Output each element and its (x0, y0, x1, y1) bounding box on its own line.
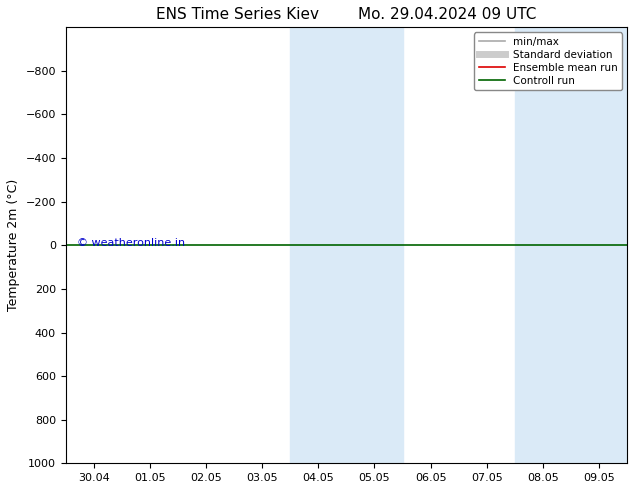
Text: © weatheronline.in: © weatheronline.in (77, 238, 185, 248)
Y-axis label: Temperature 2m (°C): Temperature 2m (°C) (7, 179, 20, 312)
Legend: min/max, Standard deviation, Ensemble mean run, Controll run: min/max, Standard deviation, Ensemble me… (474, 32, 622, 90)
Bar (515, 27, 571, 464)
Bar (571, 27, 627, 464)
Bar (290, 27, 346, 464)
Bar (346, 27, 403, 464)
Title: ENS Time Series Kiev        Mo. 29.04.2024 09 UTC: ENS Time Series Kiev Mo. 29.04.2024 09 U… (156, 7, 536, 22)
